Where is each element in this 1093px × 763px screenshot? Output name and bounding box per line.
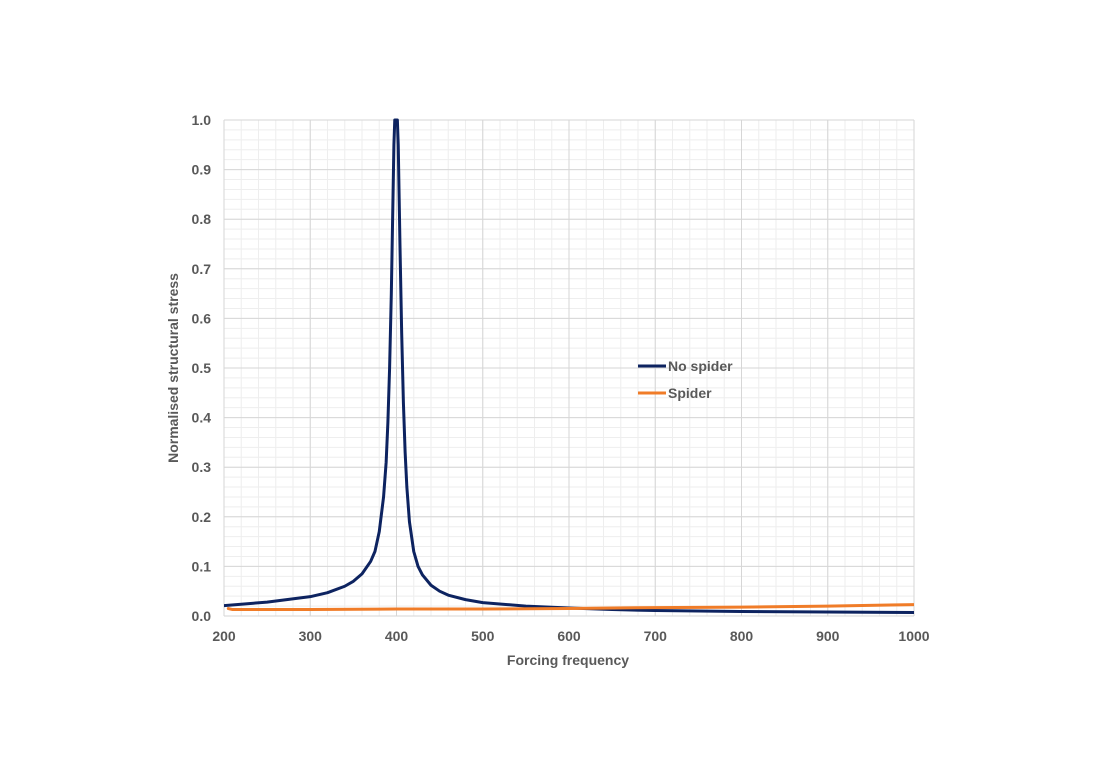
major-gridlines	[223, 119, 915, 617]
x-tick-label: 300	[299, 628, 323, 644]
x-axis-title: Forcing frequency	[507, 652, 629, 668]
y-tick-label: 0.7	[192, 261, 212, 277]
series-layer	[224, 118, 914, 615]
x-tick-label: 200	[212, 628, 236, 644]
y-tick-labels: 0.0 0.1 0.2 0.3 0.4 0.5 0.6 0.7 0.8 0.9 1.0	[192, 112, 212, 624]
y-tick-label: 0.2	[192, 509, 212, 525]
x-tick-label: 500	[471, 628, 495, 644]
legend: No spider Spider	[638, 358, 733, 401]
y-tick-label: 0.5	[192, 360, 212, 376]
x-tick-label: 1000	[898, 628, 929, 644]
x-tick-label: 400	[385, 628, 409, 644]
y-tick-label: 0.0	[192, 608, 212, 624]
y-tick-label: 0.4	[192, 410, 212, 426]
series-line-spider	[226, 603, 914, 612]
y-tick-label: 0.8	[192, 211, 212, 227]
series-line-no-spider	[224, 118, 914, 615]
y-tick-label: 0.9	[192, 162, 212, 178]
legend-label-spider: Spider	[668, 385, 712, 401]
x-tick-label: 700	[644, 628, 668, 644]
y-axis-title: Normalised structural stress	[165, 273, 181, 463]
y-tick-label: 0.3	[192, 459, 212, 475]
legend-label-no-spider: No spider	[668, 358, 733, 374]
y-tick-label: 1.0	[192, 112, 212, 128]
x-tick-label: 600	[557, 628, 581, 644]
x-tick-labels: 200 300 400 500 600 700 800 900 1000	[212, 628, 929, 644]
x-tick-label: 800	[730, 628, 754, 644]
y-tick-label: 0.6	[192, 310, 212, 326]
y-tick-label: 0.1	[192, 558, 212, 574]
x-tick-label: 900	[816, 628, 840, 644]
